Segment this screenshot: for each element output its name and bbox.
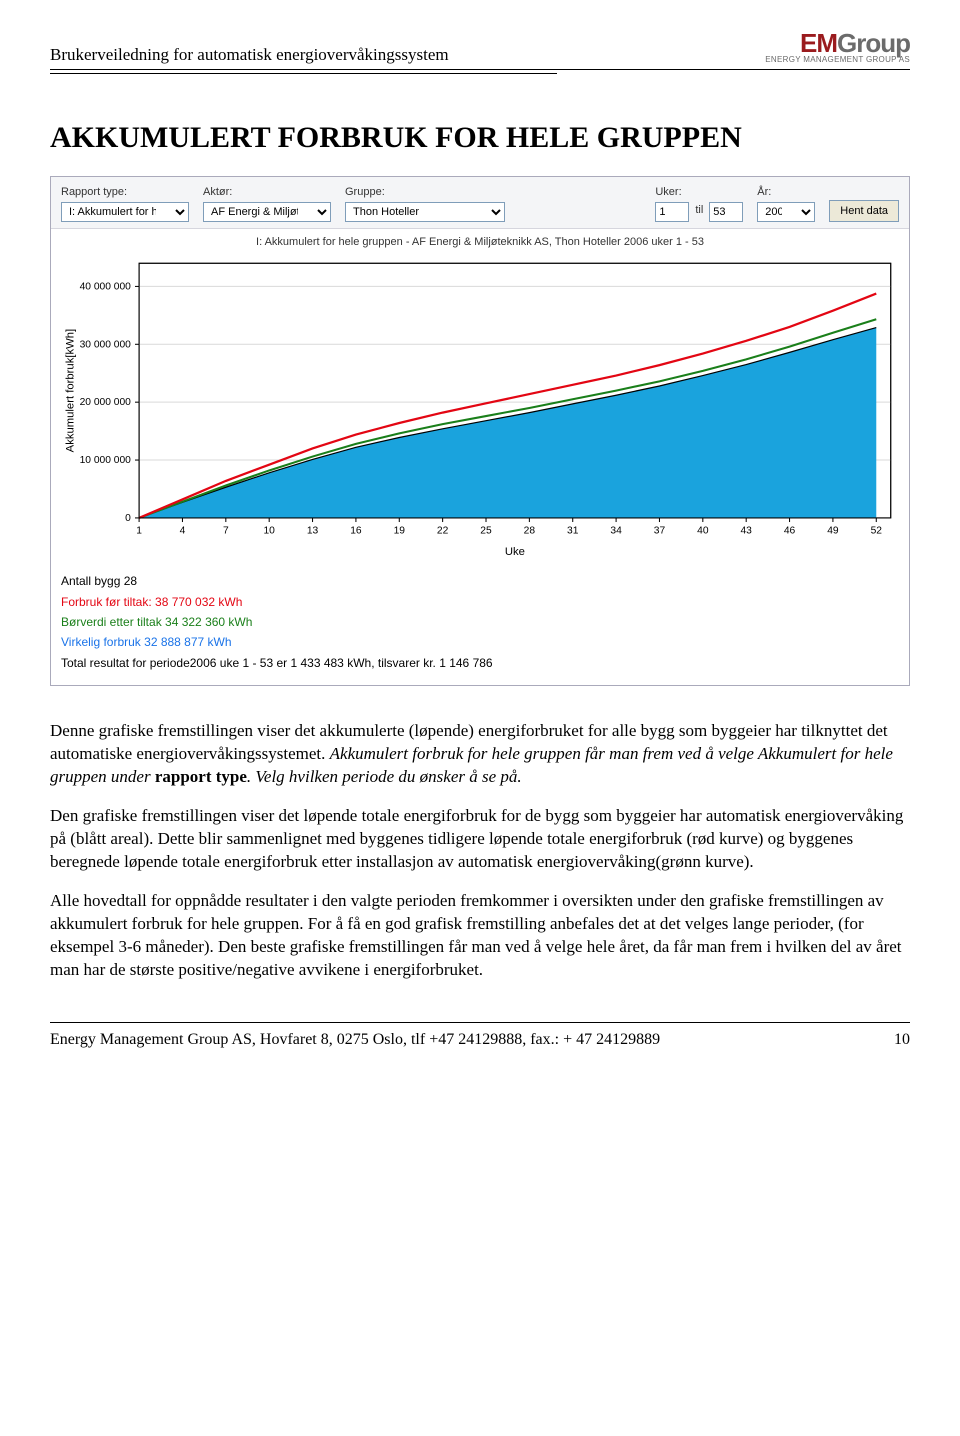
hent-control: Hent data (829, 183, 899, 222)
footer-line: Energy Management Group AS, Hovfaret 8, … (50, 1023, 910, 1051)
svg-text:40 000 000: 40 000 000 (80, 282, 132, 293)
uke-from-input[interactable] (655, 202, 689, 222)
svg-text:40: 40 (697, 525, 709, 536)
til-label: til (693, 203, 705, 221)
gruppe-label: Gruppe: (345, 185, 505, 200)
doc-header: Brukerveiledning for automatisk energiov… (50, 30, 910, 67)
header-rule-2 (50, 73, 557, 74)
svg-text:31: 31 (567, 525, 579, 536)
stat-virkelig-forbruk: Virkelig forbruk 32 888 877 kWh (61, 632, 899, 652)
chart-svg: 0 10 000 000 20 000 000 30 000 000 40 000 00… (59, 253, 901, 561)
svg-text:0: 0 (125, 513, 131, 524)
aktor-control: Aktør: AF Energi & Miljøtekni (203, 185, 331, 222)
header-rule-1 (50, 69, 910, 70)
uke-to-input[interactable] (709, 202, 743, 222)
logo-group: Group (837, 28, 910, 58)
svg-text:49: 49 (827, 525, 839, 536)
svg-text:7: 7 (223, 525, 229, 536)
logo-subtext: ENERGY MANAGEMENT GROUP AS (765, 56, 910, 64)
svg-text:4: 4 (180, 525, 186, 536)
hent-data-button[interactable]: Hent data (829, 200, 899, 222)
doc-subtitle: Brukerveiledning for automatisk energiov… (50, 30, 449, 67)
chart-area: I: Akkumulert for hele gruppen - AF Ener… (51, 229, 909, 563)
stat-antall-bygg: Antall bygg 28 (61, 571, 899, 591)
svg-text:25: 25 (480, 525, 492, 536)
report-panel: Rapport type: I: Akkumulert for hele Akt… (50, 176, 910, 686)
hent-spacer (829, 183, 899, 198)
filter-bar: Rapport type: I: Akkumulert for hele Akt… (51, 177, 909, 229)
p1-d: . Velg hvilken periode du ønsker å se på… (247, 767, 522, 786)
svg-text:20 000 000: 20 000 000 (80, 397, 132, 408)
footer-text: Energy Management Group AS, Hovfaret 8, … (50, 1029, 660, 1051)
page-number: 10 (894, 1029, 910, 1051)
stats-block: Antall bygg 28 Forbruk før tiltak: 38 77… (51, 563, 909, 685)
doc-footer: Energy Management Group AS, Hovfaret 8, … (50, 1022, 910, 1051)
logo: EMGroup ENERGY MANAGEMENT GROUP AS (765, 30, 910, 64)
svg-text:22: 22 (437, 525, 449, 536)
svg-text:37: 37 (654, 525, 666, 536)
gruppe-control: Gruppe: Thon Hoteller (345, 185, 505, 222)
svg-text:1: 1 (136, 525, 142, 536)
rapport-type-control: Rapport type: I: Akkumulert for hele (61, 185, 189, 222)
svg-text:19: 19 (394, 525, 406, 536)
svg-text:43: 43 (740, 525, 752, 536)
uker-control: Uker: til (655, 185, 743, 222)
logo-wordmark: EMGroup (765, 30, 910, 56)
stat-borverdi: Børverdi etter tiltak 34 322 360 kWh (61, 612, 899, 632)
aktor-label: Aktør: (203, 185, 331, 200)
chart-title: I: Akkumulert for hele gruppen - AF Ener… (59, 235, 901, 250)
p1-c: rapport type (155, 767, 247, 786)
svg-text:10: 10 (263, 525, 275, 536)
uker-range: til (655, 202, 743, 222)
svg-text:13: 13 (307, 525, 319, 536)
svg-text:34: 34 (610, 525, 622, 536)
logo-em: EM (800, 28, 837, 58)
ar-select[interactable]: 2006 (757, 202, 815, 222)
rapport-type-label: Rapport type: (61, 185, 189, 200)
uker-label: Uker: (655, 185, 743, 200)
svg-text:Akkumulert forbruk[kWh]: Akkumulert forbruk[kWh] (64, 329, 76, 453)
svg-text:30 000 000: 30 000 000 (80, 339, 132, 350)
paragraph-2: Den grafiske fremstillingen viser det lø… (50, 805, 910, 874)
aktor-select[interactable]: AF Energi & Miljøtekni (203, 202, 331, 222)
svg-text:10 000 000: 10 000 000 (80, 455, 132, 466)
ar-label: År: (757, 185, 815, 200)
stat-forbruk-for-tiltak: Forbruk før tiltak: 38 770 032 kWh (61, 592, 899, 612)
svg-text:28: 28 (524, 525, 536, 536)
paragraph-1: Denne grafiske fremstillingen viser det … (50, 720, 910, 789)
paragraph-3: Alle hovedtall for oppnådde resultater i… (50, 890, 910, 982)
rapport-type-select[interactable]: I: Akkumulert for hele (61, 202, 189, 222)
svg-text:46: 46 (784, 525, 796, 536)
page-title: AKKUMULERT FORBRUK FOR HELE GRUPPEN (50, 118, 910, 159)
svg-text:52: 52 (871, 525, 883, 536)
svg-text:Uke: Uke (505, 546, 525, 558)
stat-total-resultat: Total resultat for periode2006 uke 1 - 5… (61, 653, 899, 673)
gruppe-select[interactable]: Thon Hoteller (345, 202, 505, 222)
svg-text:16: 16 (350, 525, 362, 536)
ar-control: År: 2006 (757, 185, 815, 222)
body-text: Denne grafiske fremstillingen viser det … (50, 720, 910, 981)
